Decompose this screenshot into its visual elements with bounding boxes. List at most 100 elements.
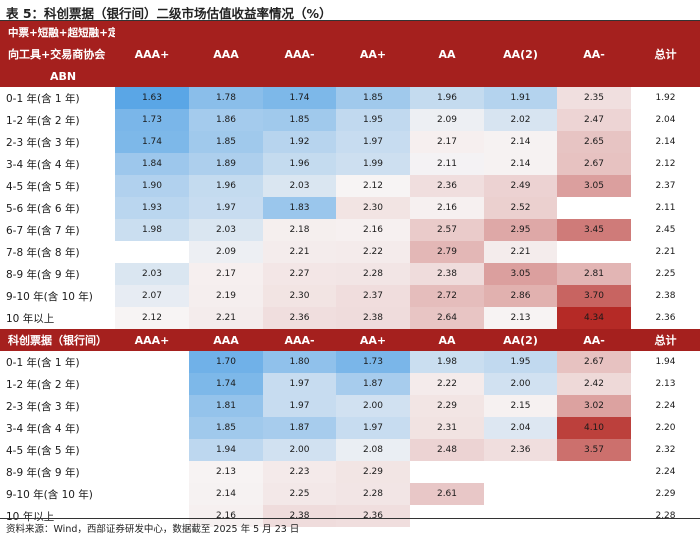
row-label: 1-2 年(含 2 年) xyxy=(6,378,80,391)
total-cell: 2.04 xyxy=(655,115,676,125)
table-row: 9-10 年(含 10 年) 2.14 2.25 2.28 2.61 2.29 xyxy=(0,483,700,505)
total-cell: 2.14 xyxy=(655,137,676,147)
value-cell: 1.99 xyxy=(336,153,410,175)
value-cell: 2.29 xyxy=(336,461,410,483)
header-label: 科创票据（银行间） xyxy=(0,329,115,351)
total-cell: 2.37 xyxy=(655,181,676,191)
value-cell: 2.61 xyxy=(410,483,484,505)
value-cell: 1.84 xyxy=(115,153,189,175)
table-row: 2-3 年(含 3 年) 1.81 1.97 2.00 2.29 2.15 3.02 2.24 xyxy=(0,395,700,417)
value-cell xyxy=(115,373,189,395)
value-cell: 2.16 xyxy=(336,219,410,241)
value-cell: 2.16 xyxy=(410,197,484,219)
value-cell: 2.36 xyxy=(410,175,484,197)
value-cell: 2.86 xyxy=(484,285,557,307)
value-cell: 2.18 xyxy=(263,219,336,241)
value-cell: 2.28 xyxy=(336,263,410,285)
top-rule xyxy=(0,20,700,21)
value-cell: 3.70 xyxy=(557,285,631,307)
section1-header-line-3: ABN xyxy=(0,65,700,87)
column-header: AAA+ xyxy=(115,329,189,351)
column-header: AA- xyxy=(557,43,631,65)
value-cell: 1.87 xyxy=(263,417,336,439)
value-cell: 1.97 xyxy=(336,417,410,439)
value-cell xyxy=(484,483,557,505)
value-cell: 2.35 xyxy=(557,87,631,109)
column-header xyxy=(263,65,336,87)
value-cell: 2.38 xyxy=(336,307,410,329)
value-cell: 1.86 xyxy=(189,109,263,131)
row-label: 2-3 年(含 3 年) xyxy=(6,136,80,149)
column-header: AA+ xyxy=(336,329,410,351)
row-label: 8-9 年(含 9 年) xyxy=(6,466,80,479)
value-cell: 1.78 xyxy=(189,87,263,109)
value-cell: 1.97 xyxy=(189,197,263,219)
value-cell: 2.79 xyxy=(410,241,484,263)
column-header: AA xyxy=(410,43,484,65)
value-cell xyxy=(410,461,484,483)
column-header xyxy=(631,21,700,43)
value-cell: 4.10 xyxy=(557,417,631,439)
value-cell: 2.11 xyxy=(410,153,484,175)
value-cell: 1.90 xyxy=(115,175,189,197)
column-header: AAA+ xyxy=(115,43,189,65)
table-row: 10 年以上 2.12 2.21 2.36 2.38 2.64 2.13 4.34 2.36 xyxy=(0,307,700,329)
column-header xyxy=(189,21,263,43)
value-cell: 2.25 xyxy=(263,483,336,505)
total-cell: 2.25 xyxy=(655,269,676,279)
value-cell: 2.47 xyxy=(557,109,631,131)
value-cell: 3.57 xyxy=(557,439,631,461)
value-cell: 1.97 xyxy=(263,373,336,395)
column-header xyxy=(189,65,263,87)
table-row: 2-3 年(含 3 年) 1.74 1.85 1.92 1.97 2.17 2.14 2.65… xyxy=(0,131,700,153)
table-row: 3-4 年(含 4 年) 1.84 1.89 1.96 1.99 2.11 2.14 2.67… xyxy=(0,153,700,175)
value-cell: 2.52 xyxy=(484,197,557,219)
value-cell: 2.09 xyxy=(189,241,263,263)
value-cell: 1.85 xyxy=(263,109,336,131)
value-cell: 2.36 xyxy=(263,307,336,329)
value-cell: 2.21 xyxy=(189,307,263,329)
value-cell: 2.00 xyxy=(263,439,336,461)
value-cell: 1.95 xyxy=(336,109,410,131)
value-cell: 1.63 xyxy=(115,87,189,109)
value-cell xyxy=(115,395,189,417)
value-cell: 2.21 xyxy=(263,241,336,263)
column-header xyxy=(557,65,631,87)
header-label: 向工具+交易商协会 xyxy=(0,43,115,65)
column-header xyxy=(631,65,700,87)
value-cell: 1.73 xyxy=(336,351,410,373)
total-cell: 2.11 xyxy=(655,203,676,213)
value-cell xyxy=(410,505,484,527)
table-row: 6-7 年(含 7 年) 1.98 2.03 2.18 2.16 2.57 2.95 3.45… xyxy=(0,219,700,241)
table-row: 5-6 年(含 6 年) 1.93 1.97 1.83 2.30 2.16 2.52 2.11 xyxy=(0,197,700,219)
value-cell: 1.85 xyxy=(189,417,263,439)
column-header xyxy=(557,21,631,43)
value-cell: 2.30 xyxy=(263,285,336,307)
table-row: 4-5 年(含 5 年) 1.94 2.00 2.08 2.48 2.36 3.57 2.32 xyxy=(0,439,700,461)
value-cell: 2.21 xyxy=(484,241,557,263)
value-cell xyxy=(115,461,189,483)
column-header: 总计 xyxy=(631,329,700,351)
column-header: 总计 xyxy=(631,43,700,65)
value-cell: 2.38 xyxy=(263,505,336,527)
value-cell: 1.70 xyxy=(189,351,263,373)
total-cell: 2.32 xyxy=(655,445,676,455)
total-cell: 2.12 xyxy=(655,159,676,169)
value-cell: 2.12 xyxy=(336,175,410,197)
value-cell: 1.74 xyxy=(263,87,336,109)
value-cell: 2.67 xyxy=(557,153,631,175)
table-row: 0-1 年(含 1 年) 1.70 1.80 1.73 1.98 1.95 2.67 1.94 xyxy=(0,351,700,373)
section2-header: 科创票据（银行间） AAA+ AAA AAA- AA+ AA AA(2) AA- 总计 xyxy=(0,329,700,351)
value-cell: 1.87 xyxy=(336,373,410,395)
column-header xyxy=(410,21,484,43)
header-label: ABN xyxy=(0,65,115,87)
row-label: 9-10 年(含 10 年) xyxy=(6,488,93,501)
value-cell xyxy=(557,241,631,263)
row-label: 0-1 年(含 1 年) xyxy=(6,92,80,105)
value-cell: 2.03 xyxy=(263,175,336,197)
value-cell: 2.36 xyxy=(336,505,410,527)
row-label: 4-5 年(含 5 年) xyxy=(6,444,80,457)
value-cell: 1.91 xyxy=(484,87,557,109)
value-cell: 1.97 xyxy=(263,395,336,417)
total-cell: 2.24 xyxy=(655,467,676,477)
